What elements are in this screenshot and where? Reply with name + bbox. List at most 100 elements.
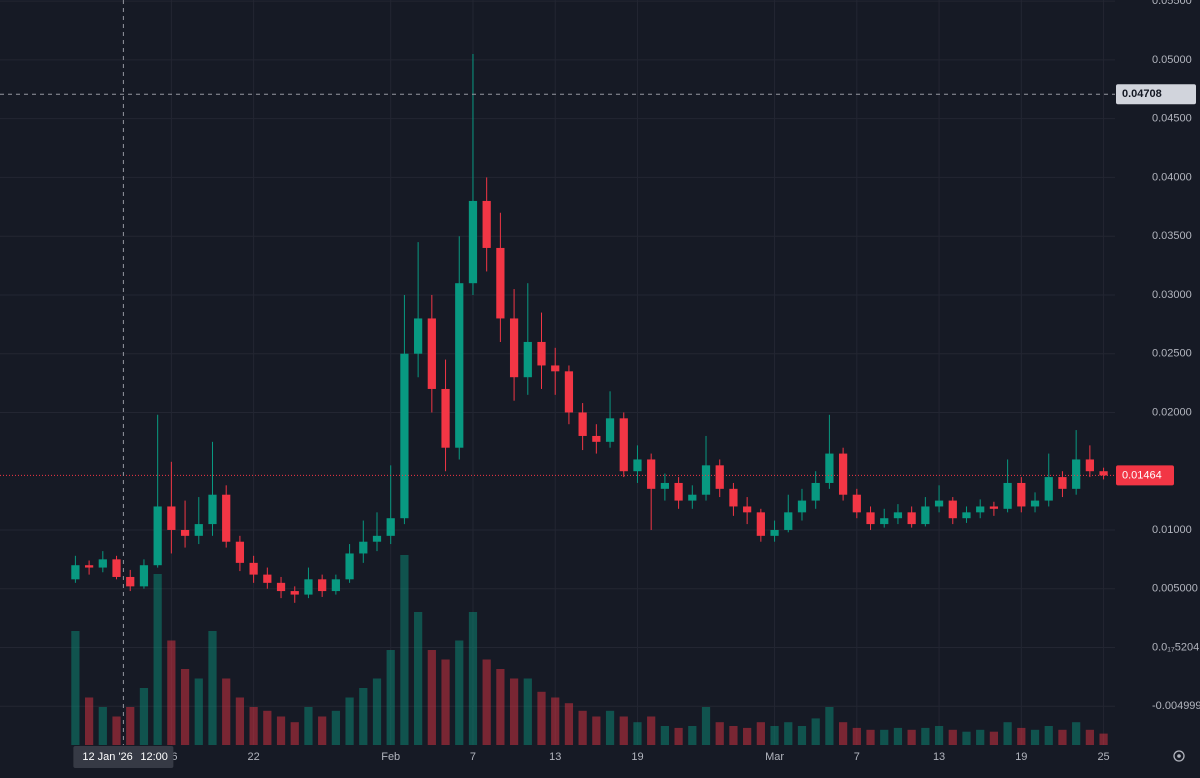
volume-bar — [537, 691, 546, 745]
volume-bar — [729, 726, 738, 745]
x-tick-label: 19 — [631, 751, 643, 763]
candle-body — [414, 318, 423, 354]
candle-body — [770, 529, 779, 536]
candle-body — [811, 482, 820, 501]
candle-body — [1044, 477, 1053, 501]
candle-body — [222, 494, 231, 542]
x-tick-label: 25 — [1097, 751, 1109, 763]
volume-bar — [797, 726, 807, 745]
axes: 0.05500 0.05000 0.04500 0.04000 0.03500 0.030… — [165, 0, 1200, 763]
volume-bar — [276, 716, 286, 745]
volume-bar — [811, 718, 820, 745]
candle-body — [784, 512, 793, 530]
candle-body — [71, 565, 80, 580]
volume-bar — [249, 707, 258, 745]
crosshair-price-label: 0.04708 — [1122, 88, 1162, 100]
candle-body — [98, 559, 107, 568]
volume-bar — [318, 716, 327, 745]
grid — [0, 0, 1115, 745]
volume-bar — [674, 727, 683, 745]
volume-pane — [71, 555, 1108, 745]
candle-body — [1030, 500, 1040, 507]
candle-body — [235, 541, 245, 563]
volume-bar — [962, 731, 971, 745]
candle-body — [386, 518, 395, 536]
volume-bar — [866, 729, 875, 745]
volume-bar — [880, 729, 889, 745]
volume-bar — [400, 555, 409, 745]
y-tick-label: 0.04000 — [1152, 171, 1192, 183]
y-tick-label: 0.03500 — [1152, 230, 1192, 242]
settings-icon[interactable] — [1173, 750, 1185, 762]
time-axis — [0, 745, 1115, 778]
volume-bar — [153, 574, 162, 745]
volume-bar — [1003, 722, 1012, 745]
candle-body — [934, 500, 944, 507]
candle-body — [126, 576, 135, 587]
volume-bar — [1085, 729, 1094, 745]
candles — [71, 54, 1108, 603]
candle-body — [290, 591, 299, 595]
volume-bar — [688, 726, 697, 745]
volume-bar — [701, 707, 711, 745]
candle-body — [551, 365, 560, 372]
y-tick-label: 0.005000 — [1152, 583, 1198, 595]
candle-body — [880, 518, 889, 525]
candle-body — [482, 200, 491, 248]
candle-body — [468, 200, 478, 284]
volume-bar — [441, 659, 450, 745]
x-tick-label: 19 — [1015, 751, 1027, 763]
crosshair-date-label: 12 Jan '26 — [82, 751, 132, 763]
volume-bar — [1099, 733, 1108, 745]
volume-bar — [907, 729, 916, 745]
volume-bar — [619, 716, 628, 745]
volume-bar — [715, 722, 724, 745]
y-tick-label: 0.02500 — [1152, 348, 1192, 360]
candle-body — [715, 465, 724, 489]
volume-bar — [331, 710, 340, 745]
volume-bar — [126, 707, 135, 745]
volume-bar — [743, 727, 752, 745]
volume-bar — [756, 722, 765, 745]
candle-body — [866, 512, 875, 525]
volume-bar — [1072, 722, 1081, 745]
candle-body — [331, 579, 340, 592]
candle-body — [180, 529, 190, 536]
candle-body — [112, 559, 121, 577]
candle-body — [359, 541, 368, 554]
candle-body — [838, 453, 848, 495]
volume-bar — [852, 727, 861, 745]
y-tick-label: 0.05000 — [1152, 54, 1192, 66]
candle-body — [578, 412, 587, 436]
candle-body — [372, 535, 382, 542]
candle-body — [989, 506, 999, 509]
settings-icon-dot — [1177, 754, 1181, 758]
volume-bar — [1058, 729, 1067, 745]
volume-bar — [633, 722, 642, 745]
volume-bar — [359, 688, 368, 745]
candle-body — [139, 565, 149, 587]
candle-body — [564, 371, 574, 413]
price-axis — [1115, 0, 1200, 778]
candle-body — [701, 465, 711, 495]
volume-bar — [263, 710, 272, 745]
candle-body — [852, 494, 861, 513]
candle-body — [797, 500, 807, 513]
crosshair-price-box — [1116, 84, 1196, 105]
volume-bar — [167, 640, 176, 745]
volume-bar — [551, 697, 560, 745]
candle-body — [688, 494, 697, 501]
volume-bar — [372, 678, 382, 745]
candle-body — [825, 453, 834, 483]
volume-bar — [921, 727, 930, 745]
candle-body — [167, 506, 176, 530]
candle-body — [84, 565, 94, 568]
candle-body — [153, 506, 162, 566]
volume-bar — [523, 678, 532, 745]
settings-button[interactable] — [1173, 750, 1185, 762]
x-tick-label: 13 — [933, 751, 945, 763]
volume-bar — [98, 707, 107, 745]
volume-bar — [208, 631, 217, 745]
y-tick-label: 0.04500 — [1152, 113, 1192, 125]
